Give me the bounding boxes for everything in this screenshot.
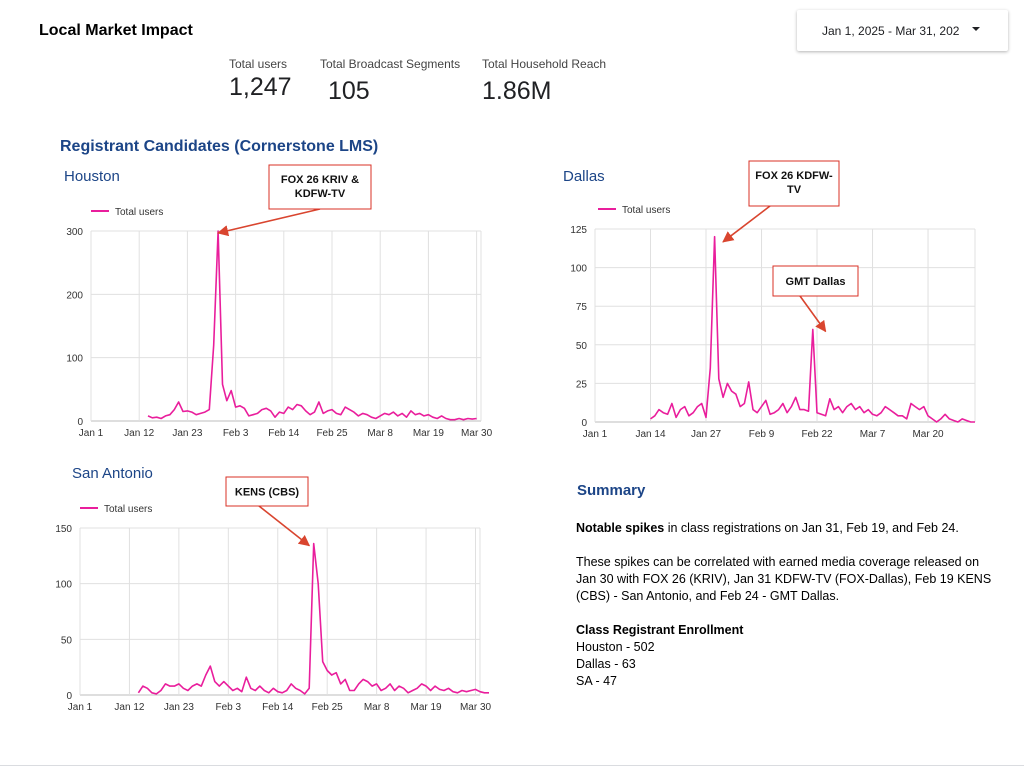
y-tick-label: 50: [576, 341, 588, 352]
kpi-household-reach: Total Household Reach 1.86M: [482, 57, 606, 106]
kpi-label: Total Broadcast Segments: [320, 57, 461, 71]
x-tick-label: Jan 1: [583, 429, 608, 440]
annotation-box: [268, 164, 372, 210]
x-tick-label: Jan 12: [114, 702, 144, 713]
enrollment-houston: Houston - 502: [576, 640, 655, 654]
x-tick-label: Jan 1: [79, 428, 104, 439]
date-range-label: Jan 1, 2025 - Mar 31, 202: [822, 24, 960, 38]
legend-label: Total users: [104, 504, 152, 515]
x-tick-label: Jan 23: [164, 702, 194, 713]
x-tick-label: Jan 12: [124, 428, 154, 439]
kpi-value: 1,247: [229, 73, 292, 101]
annotation-box: [225, 476, 309, 507]
enrollment-title: Class Registrant Enrollment: [576, 623, 744, 637]
y-tick-label: 25: [576, 379, 588, 390]
x-tick-label: Jan 27: [691, 429, 721, 440]
summary-spikes: Notable spikes in class registrations on…: [576, 520, 996, 537]
x-tick-label: Feb 22: [801, 429, 833, 440]
bottom-divider: [0, 765, 1024, 766]
x-tick-label: Mar 30: [461, 428, 493, 439]
annotation-text-line: FOX 26 KRIV &: [281, 174, 359, 186]
chart-title-houston: Houston: [64, 168, 120, 185]
summary-text: Notable spikes in class registrations on…: [576, 520, 996, 690]
annotation-text: FOX 26 KDFW- TV: [755, 170, 833, 196]
annotation-text-line: FOX 26 KDFW-: [755, 170, 833, 182]
kpi-value: 105: [328, 77, 370, 105]
annotation-box: [772, 265, 859, 297]
enrollment-dallas: Dallas - 63: [576, 657, 636, 671]
x-tick-label: Mar 8: [367, 428, 393, 439]
y-tick-label: 0: [77, 417, 83, 428]
x-tick-label: Mar 19: [411, 702, 443, 713]
page-title: Local Market Impact: [39, 22, 193, 39]
y-tick-label: 50: [61, 635, 73, 646]
x-tick-label: Jan 14: [635, 429, 665, 440]
annotation-text-line: KENS (CBS): [235, 487, 300, 499]
summary-title: Summary: [577, 482, 646, 499]
legend-label: Total users: [622, 205, 670, 216]
annotation-text: KENS (CBS): [235, 487, 300, 499]
x-tick-label: Mar 20: [912, 429, 944, 440]
y-tick-label: 200: [66, 290, 83, 301]
x-tick-label: Mar 7: [860, 429, 886, 440]
x-tick-label: Feb 14: [268, 428, 300, 439]
houston-chart: 0 100 200 300 Jan 1 Jan 12 Jan 23 Feb 3 Feb 14 Fe…: [66, 164, 493, 439]
annotation-arrow: [799, 295, 827, 333]
summary-spikes-rest: in class registrations on Jan 31, Feb 19…: [664, 521, 959, 535]
y-tick-label: 300: [66, 227, 83, 238]
series-line: [137, 542, 489, 695]
x-tick-label: Feb 3: [216, 702, 242, 713]
x-tick-label: Jan 23: [172, 428, 202, 439]
annotation-text: GMT Dallas: [786, 276, 846, 288]
annotation-arrow: [722, 205, 771, 243]
y-tick-label: 100: [570, 264, 587, 275]
x-tick-label: Feb 25: [316, 428, 348, 439]
x-tick-label: Feb 3: [223, 428, 249, 439]
y-tick-label: 100: [55, 580, 72, 591]
kpi-label: Total users: [229, 57, 288, 71]
kpi-label: Total Household Reach: [482, 57, 607, 71]
chart-title-dallas: Dallas: [563, 168, 605, 185]
kpi-value: 1.86M: [482, 77, 552, 105]
x-tick-label: Feb 9: [749, 429, 775, 440]
y-tick-label: 125: [570, 225, 587, 236]
x-tick-label: Mar 30: [460, 702, 492, 713]
x-tick-label: Feb 25: [312, 702, 344, 713]
y-tick-label: 100: [66, 354, 83, 365]
legend-label: Total users: [115, 207, 163, 218]
x-tick-label: Jan 1: [68, 702, 93, 713]
y-tick-label: 0: [66, 691, 72, 702]
series-line: [650, 235, 975, 423]
chart-title-san-antonio: San Antonio: [72, 465, 153, 482]
caret-down-icon: [972, 27, 980, 31]
annotation-text-line: KDFW-TV: [295, 188, 346, 200]
annotation-box: [748, 160, 840, 207]
enrollment-sa: SA - 47: [576, 674, 617, 688]
dallas-chart: 0 25 50 75 100 125 Jan 1 Jan 14 Jan 27 Feb 9 Feb 2…: [570, 160, 976, 440]
annotation-arrow: [258, 505, 311, 547]
annotation-text-line: TV: [787, 184, 802, 196]
y-tick-label: 75: [576, 302, 588, 313]
annotation-text-line: GMT Dallas: [786, 276, 846, 288]
date-range-selector[interactable]: Jan 1, 2025 - Mar 31, 202: [797, 10, 1008, 51]
summary-spikes-bold: Notable spikes: [576, 521, 665, 535]
x-tick-label: Feb 14: [262, 702, 294, 713]
summary-correlation: These spikes can be correlated with earn…: [576, 555, 992, 603]
y-tick-label: 150: [55, 524, 72, 535]
san-antonio-chart: 0 50 100 150 Jan 1 Jan 12 Jan 23 Feb 3 Feb 14 Feb…: [55, 476, 492, 713]
section-title: Registrant Candidates (Cornerstone LMS): [60, 138, 379, 155]
x-tick-label: Mar 19: [413, 428, 445, 439]
annotation-text: FOX 26 KRIV & KDFW-TV: [281, 174, 359, 200]
annotation-arrow: [216, 208, 321, 237]
x-tick-label: Mar 8: [364, 702, 390, 713]
kpi-total-users: Total users 1,247: [229, 57, 292, 102]
y-tick-label: 0: [581, 418, 587, 429]
series-line: [147, 230, 477, 421]
kpi-broadcast-segments: Total Broadcast Segments 105: [320, 57, 460, 106]
